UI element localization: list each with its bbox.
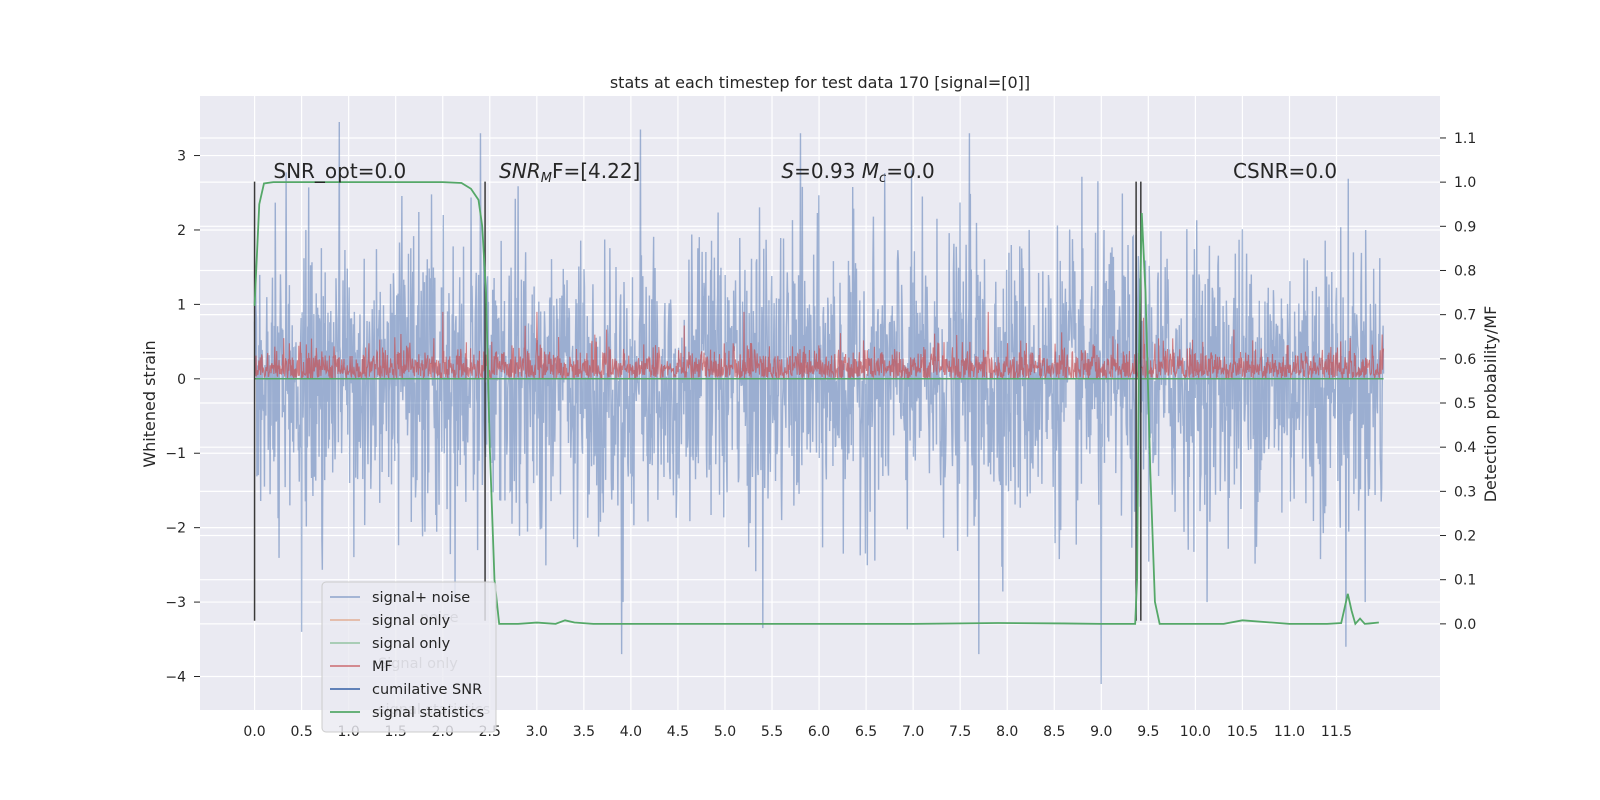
annotations: SNR_opt=0.0 SNRMF=[4.22] S=0.93 Mc=0.0 CSNR… [273, 159, 1337, 186]
y-tick-label: −1 [165, 446, 186, 462]
x-tick-label: 0.0 [243, 724, 265, 740]
y2-tick-label: 0.1 [1454, 573, 1476, 589]
legend-entry-label: MF [372, 659, 393, 675]
x-tick-label: 7.0 [902, 724, 924, 740]
x-tick-label: 0.5 [290, 724, 312, 740]
legend-entry-label: signal statistics [372, 705, 484, 721]
x-tick-label: 4.5 [667, 724, 689, 740]
legend-entry-label: signal only [372, 636, 451, 652]
series-signal-statistics [253, 181, 1379, 626]
x-tick-label: 8.5 [1043, 724, 1065, 740]
x-tick-label: 4.0 [620, 724, 642, 740]
x-tick-label: 3.5 [573, 724, 595, 740]
y2-axis-label: Detection probability/MF [1481, 306, 1500, 503]
x-tick-label: 11.0 [1274, 724, 1305, 740]
x-tick-label: 9.5 [1137, 724, 1159, 740]
x-tick-label: 8.0 [996, 724, 1018, 740]
x-tick-label: 5.0 [714, 724, 736, 740]
legend-entry-label: signal only [372, 613, 451, 629]
x-tick-label: 5.5 [761, 724, 783, 740]
y2-tick-label: 0.8 [1454, 263, 1476, 279]
x-tick-label: 10.0 [1180, 724, 1211, 740]
x-tick-label: 10.5 [1227, 724, 1258, 740]
annotation: CSNR=0.0 [1233, 159, 1337, 183]
x-tick-label: 7.5 [949, 724, 971, 740]
y2-tick-label: 1.1 [1454, 131, 1476, 147]
legend-entry-label: signal+ noise [372, 590, 470, 606]
y-tick-label: 0 [177, 372, 186, 388]
annotation: S=0.93 Mc=0.0 [781, 159, 934, 186]
signal-statistics-line [253, 181, 1379, 626]
y2-tick-label: 0.3 [1454, 484, 1476, 500]
chart-title: stats at each timestep for test data 170… [610, 73, 1030, 92]
x-tick-label: 3.0 [526, 724, 548, 740]
legend-entry-label: cumilative SNR [372, 682, 482, 698]
annotation: SNRMF=[4.22] [499, 159, 640, 186]
x-tick-label: 6.0 [808, 724, 830, 740]
series-mf [254, 311, 1385, 381]
y2-tick-label: 0.7 [1454, 308, 1476, 324]
annotation: SNR_opt=0.0 [273, 159, 406, 183]
y2-tick-label: 0.6 [1454, 352, 1476, 368]
y-tick-label: 3 [177, 149, 186, 165]
x-tick-label: 6.5 [855, 724, 877, 740]
y2-tick-label: 0.4 [1454, 440, 1476, 456]
y2-tick-label: 1.0 [1454, 175, 1476, 191]
x-tick-label: 9.0 [1090, 724, 1112, 740]
y2-tick-label: 0.9 [1454, 219, 1476, 235]
y-tick-label: −3 [165, 595, 186, 611]
legend-box [321, 581, 497, 733]
mf-line [254, 311, 1385, 381]
x-tick-label: 11.5 [1321, 724, 1352, 740]
y2-tick-label: 0.5 [1454, 396, 1476, 412]
y2-tick-label: 0.0 [1454, 617, 1476, 633]
y-tick-label: 1 [177, 297, 186, 313]
y-tick-label: −4 [165, 670, 186, 686]
y2-tick-label: 0.2 [1454, 529, 1476, 545]
y-axis-label: Whitened strain [140, 340, 159, 467]
y-tick-label: −2 [165, 521, 186, 537]
y-tick-label: 2 [177, 223, 186, 239]
